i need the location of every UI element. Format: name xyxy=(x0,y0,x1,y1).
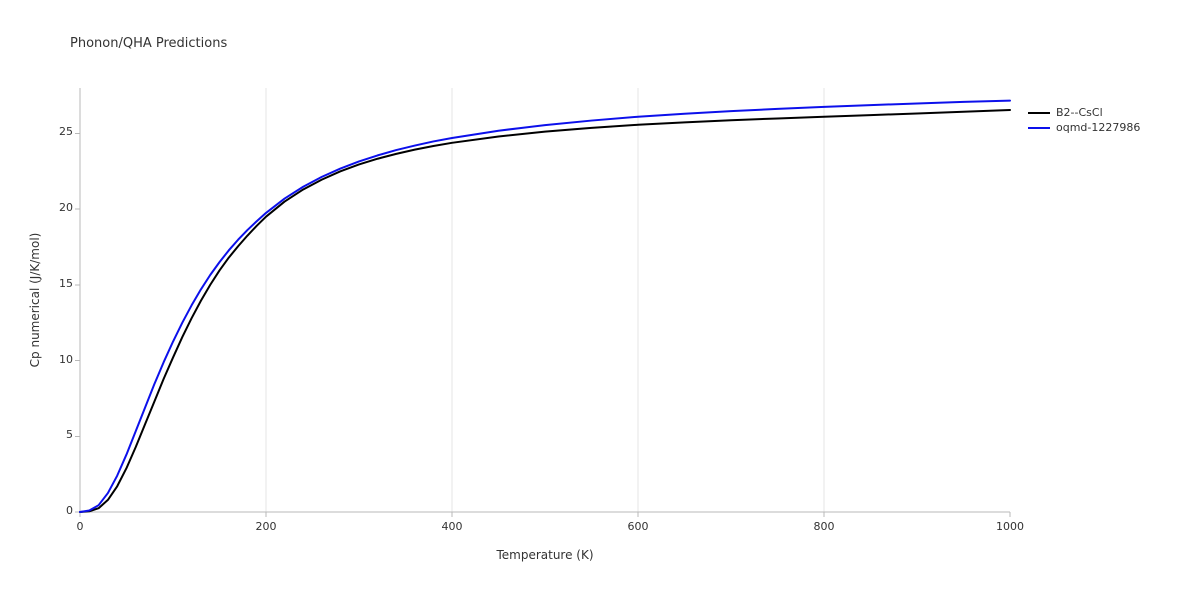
y-tick-label: 5 xyxy=(35,428,73,441)
legend-item[interactable]: oqmd-1227986 xyxy=(1028,121,1140,134)
legend-label: B2--CsCl xyxy=(1056,106,1103,119)
chart-container: Phonon/QHA Predictions Temperature (K) C… xyxy=(0,0,1200,600)
y-tick-label: 0 xyxy=(35,504,73,517)
x-tick-label: 600 xyxy=(613,520,663,533)
y-tick-label: 20 xyxy=(35,201,73,214)
legend-swatch xyxy=(1028,112,1050,114)
chart-svg xyxy=(0,0,1200,600)
x-tick-label: 400 xyxy=(427,520,477,533)
x-tick-label: 800 xyxy=(799,520,849,533)
y-tick-label: 15 xyxy=(35,277,73,290)
legend: B2--CsCl oqmd-1227986 xyxy=(1028,106,1140,136)
series-line-B2--CsCl xyxy=(80,110,1010,512)
legend-item[interactable]: B2--CsCl xyxy=(1028,106,1140,119)
series-line-oqmd-1227986 xyxy=(80,101,1010,512)
y-tick-label: 25 xyxy=(35,125,73,138)
x-tick-label: 1000 xyxy=(985,520,1035,533)
legend-label: oqmd-1227986 xyxy=(1056,121,1140,134)
legend-swatch xyxy=(1028,127,1050,129)
y-tick-label: 10 xyxy=(35,353,73,366)
x-tick-label: 200 xyxy=(241,520,291,533)
x-tick-label: 0 xyxy=(55,520,105,533)
